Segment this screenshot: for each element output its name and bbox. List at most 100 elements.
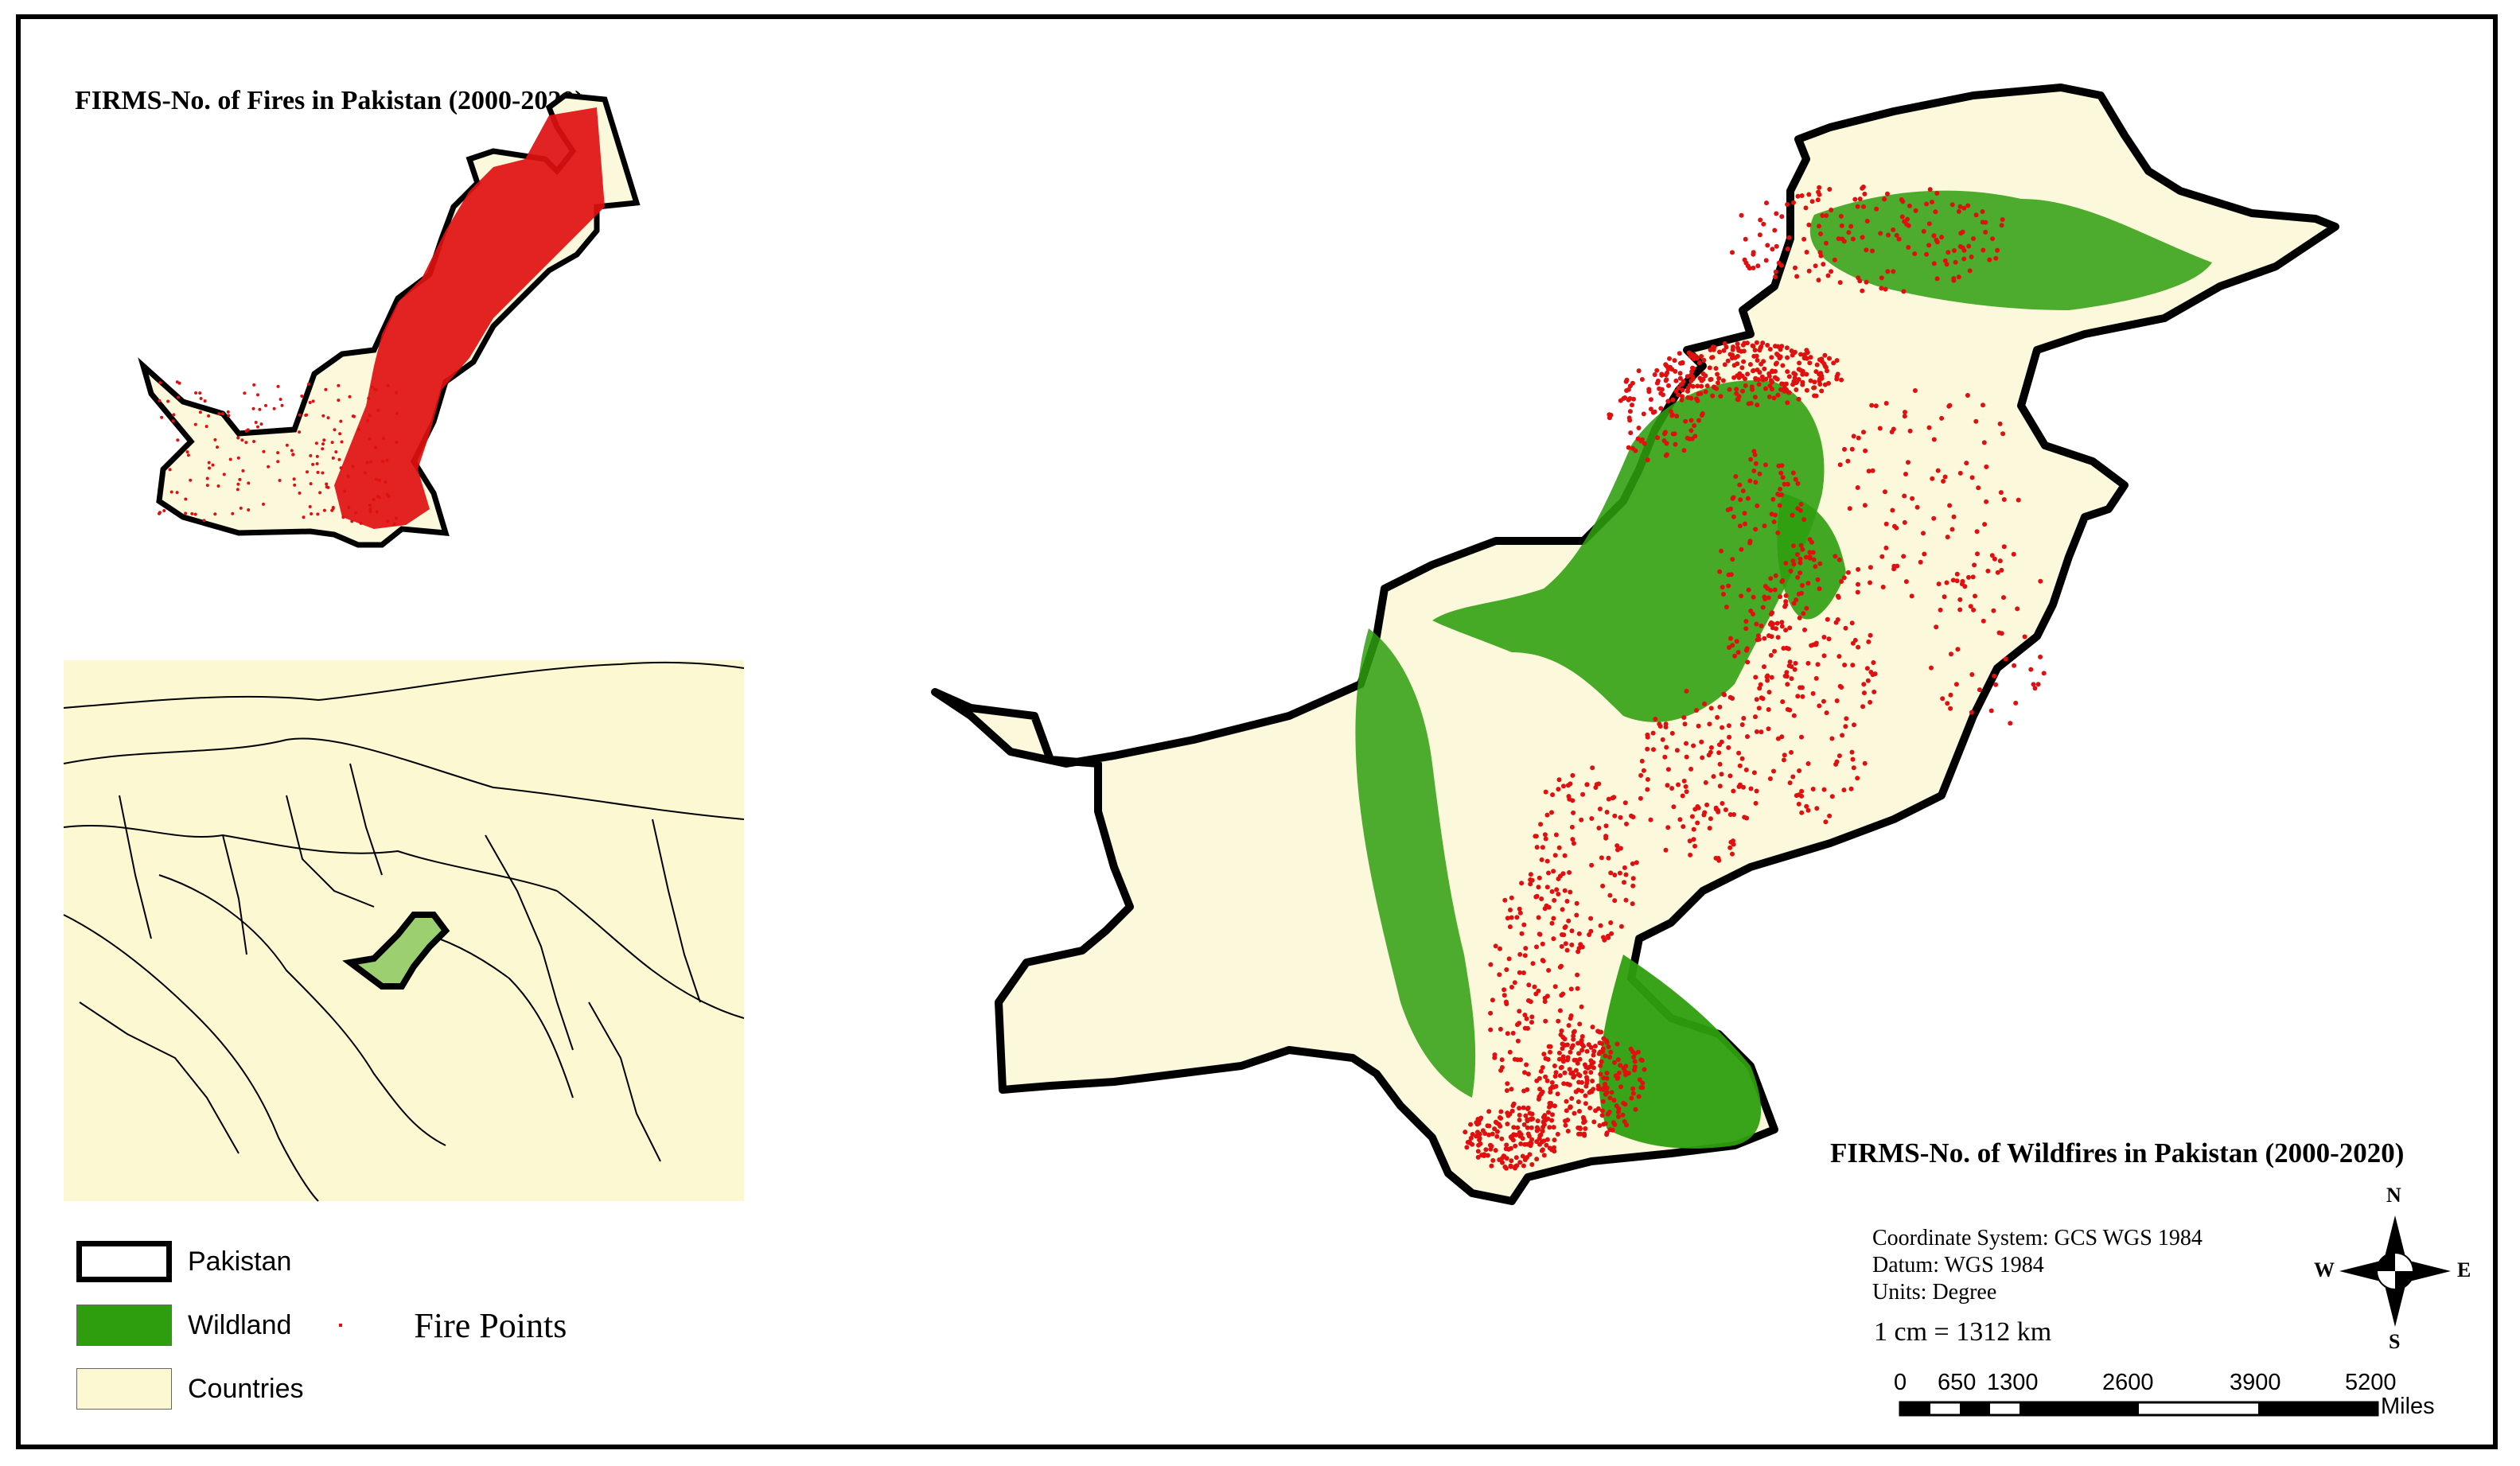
main-fire-point	[1562, 925, 1568, 931]
main-fire-point	[1743, 521, 1747, 527]
main-fire-point	[1681, 824, 1686, 830]
main-fire-point	[1808, 378, 1813, 383]
main-fire-point	[1505, 1081, 1510, 1087]
inset-fire-point	[211, 463, 215, 467]
main-fire-point	[1870, 468, 1875, 473]
main-fire-point	[1800, 382, 1805, 387]
main-fire-point	[1980, 220, 1985, 225]
main-fire-point	[1954, 571, 1960, 577]
main-fire-point	[1930, 200, 1934, 204]
main-fire-point	[1562, 1070, 1568, 1075]
main-fire-point	[1955, 647, 1961, 652]
inset-fire-point	[318, 491, 322, 495]
main-fire-point	[1532, 984, 1537, 990]
inset-fire-point	[280, 403, 284, 407]
main-fire-point	[1869, 402, 1875, 408]
main-fire-point	[1568, 1049, 1573, 1055]
main-fire-point	[1658, 406, 1664, 411]
inset-fire-point	[190, 511, 194, 515]
main-fire-point	[1663, 847, 1669, 853]
main-fire-point	[1688, 418, 1694, 423]
main-fire-point	[1845, 458, 1851, 464]
main-fire-point	[1883, 286, 1888, 292]
main-fire-point	[1817, 561, 1823, 566]
main-fire-point	[1557, 1073, 1563, 1079]
main-fire-point	[1575, 1099, 1581, 1105]
main-fire-point	[1989, 553, 1995, 558]
main-fire-point	[1639, 377, 1645, 382]
main-fire-point	[2022, 634, 2027, 640]
main-fire-point	[1879, 275, 1884, 281]
main-fire-point	[1626, 415, 1632, 421]
main-fire-point	[1463, 1130, 1468, 1135]
main-fire-point	[1784, 645, 1790, 651]
main-fire-point	[1610, 795, 1615, 801]
main-fire-point	[1789, 749, 1794, 755]
main-fire-point	[1836, 753, 1842, 759]
main-fire-point	[1999, 631, 2004, 636]
main-fire-point	[1751, 594, 1756, 600]
main-fire-point	[1740, 342, 1746, 348]
main-fire-point	[1850, 236, 1856, 242]
main-fire-point	[1949, 651, 1953, 657]
main-fire-point	[1850, 756, 1856, 762]
main-fire-point	[1954, 578, 1960, 584]
main-fire-point	[1583, 1083, 1589, 1089]
main-fire-point	[1725, 358, 1731, 364]
main-fire-point	[1753, 527, 1759, 532]
main-fire-point	[1488, 1027, 1494, 1032]
inset-fire-point	[309, 482, 313, 486]
inset-fire-point	[193, 422, 197, 426]
main-fire-point	[1774, 620, 1780, 626]
main-fire-point	[1793, 371, 1798, 377]
main-fire-point	[1498, 1109, 1504, 1114]
main-fire-point	[1836, 557, 1842, 562]
main-fire-point	[1518, 1057, 1523, 1063]
main-fire-point	[1646, 389, 1652, 395]
main-fire-point	[1865, 678, 1871, 683]
main-fire-point	[1790, 352, 1795, 358]
inset-fire-point	[254, 421, 258, 424]
main-fire-point	[1807, 554, 1813, 559]
main-fire-point	[1766, 595, 1771, 601]
main-fire-point	[1505, 1122, 1510, 1126]
main-fire-point	[1555, 1131, 1560, 1137]
main-fire-point	[1953, 259, 1958, 265]
main-fire-point	[1704, 802, 1710, 807]
inset-fire-point	[373, 387, 377, 391]
main-fire-point	[1944, 262, 1949, 267]
inset-fire-point	[368, 437, 372, 441]
main-fire-point	[1782, 752, 1787, 758]
main-fire-point	[1492, 1126, 1498, 1132]
main-fire-point	[1696, 391, 1701, 397]
main-fire-point	[1981, 440, 1987, 445]
main-fire-point	[1569, 1096, 1575, 1101]
main-fire-point	[1628, 1046, 1634, 1052]
main-fire-point	[1554, 887, 1560, 892]
main-fire-point	[1902, 219, 1907, 224]
main-fire-point	[1600, 883, 1606, 889]
main-fire-point	[1645, 787, 1650, 792]
main-fire-point	[1544, 885, 1550, 890]
main-fire-point	[1912, 388, 1918, 393]
main-fire-point	[1743, 767, 1749, 772]
main-fire-point	[1488, 1010, 1494, 1016]
main-fire-point	[1966, 574, 1971, 580]
main-fire-point	[1552, 853, 1558, 858]
legend-label-pakistan: Pakistan	[188, 1246, 292, 1277]
main-fire-point	[1630, 883, 1636, 889]
main-fire-point	[1680, 387, 1685, 393]
inset-fire-point	[213, 437, 217, 441]
main-fire-point	[1631, 1055, 1637, 1060]
main-fire-point	[1788, 568, 1794, 574]
main-fire-point	[1753, 714, 1758, 720]
main-fire-point	[1529, 1162, 1535, 1167]
main-fire-point	[1781, 757, 1786, 763]
main-fire-point	[1753, 376, 1759, 382]
main-fire-point	[1771, 519, 1777, 524]
main-fire-point	[1716, 375, 1722, 381]
main-fire-point	[1754, 621, 1759, 627]
main-fire-point	[1665, 783, 1670, 788]
main-fire-point	[1790, 470, 1796, 476]
